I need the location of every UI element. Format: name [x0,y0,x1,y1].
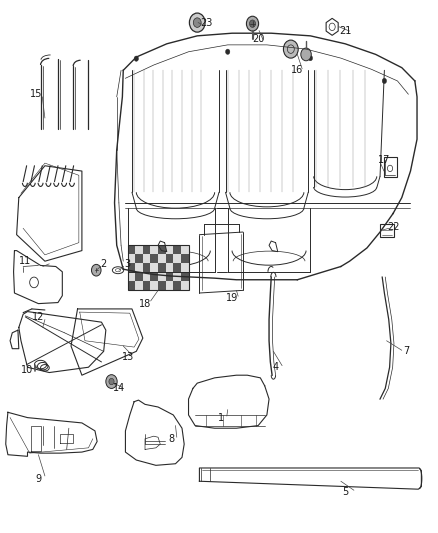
Bar [166,245,173,254]
Bar [127,245,188,290]
Circle shape [193,18,201,27]
Text: 5: 5 [342,487,348,497]
Circle shape [247,16,258,31]
Bar [150,272,158,281]
Circle shape [283,40,298,58]
Bar [127,281,135,290]
Text: 20: 20 [252,34,265,44]
Bar [143,263,150,272]
Circle shape [308,55,313,61]
Bar [143,281,150,290]
Text: 3: 3 [124,259,131,269]
Bar [135,254,143,263]
Circle shape [301,48,311,61]
Text: 2: 2 [101,259,107,269]
Bar [127,245,135,254]
Circle shape [189,13,205,32]
Bar [173,245,181,254]
Bar [135,245,143,254]
Bar [181,254,188,263]
Bar [135,263,143,272]
Text: 21: 21 [339,26,351,36]
Text: 15: 15 [30,89,42,99]
Bar [158,245,166,254]
Bar [150,245,158,254]
Bar [166,254,173,263]
Bar [173,254,181,263]
Text: 18: 18 [139,298,151,309]
Bar [127,254,135,263]
Bar [143,245,150,254]
Bar [150,263,158,272]
Circle shape [109,378,114,385]
Bar [173,263,181,272]
Text: 22: 22 [387,222,399,232]
Bar [166,263,173,272]
Text: 14: 14 [113,383,125,393]
Circle shape [134,56,138,61]
Text: 4: 4 [272,362,279,372]
Bar [166,281,173,290]
Text: 1: 1 [218,413,224,423]
Bar [135,281,143,290]
Bar [166,272,173,281]
Text: 8: 8 [168,434,174,444]
Bar [135,272,143,281]
Bar [173,281,181,290]
Bar [181,272,188,281]
Text: 11: 11 [19,256,32,266]
Text: 13: 13 [121,352,134,361]
Text: 7: 7 [403,346,409,357]
Bar [158,272,166,281]
Bar [173,272,181,281]
Bar [127,272,135,281]
Text: 10: 10 [21,365,34,375]
Bar [158,281,166,290]
Text: 19: 19 [226,293,238,303]
Text: 17: 17 [378,156,391,165]
Text: 23: 23 [200,18,212,28]
Circle shape [92,264,101,276]
Bar [181,263,188,272]
Circle shape [226,49,230,54]
Text: 12: 12 [32,312,45,322]
Circle shape [382,78,387,84]
Bar [158,254,166,263]
Bar [150,254,158,263]
Bar [181,281,188,290]
Bar [158,263,166,272]
Circle shape [250,20,255,27]
Text: 9: 9 [35,474,42,483]
Bar [150,281,158,290]
Bar [127,263,135,272]
Circle shape [106,375,117,389]
Bar [143,254,150,263]
Text: 16: 16 [291,66,304,75]
Bar [143,272,150,281]
Bar [181,245,188,254]
